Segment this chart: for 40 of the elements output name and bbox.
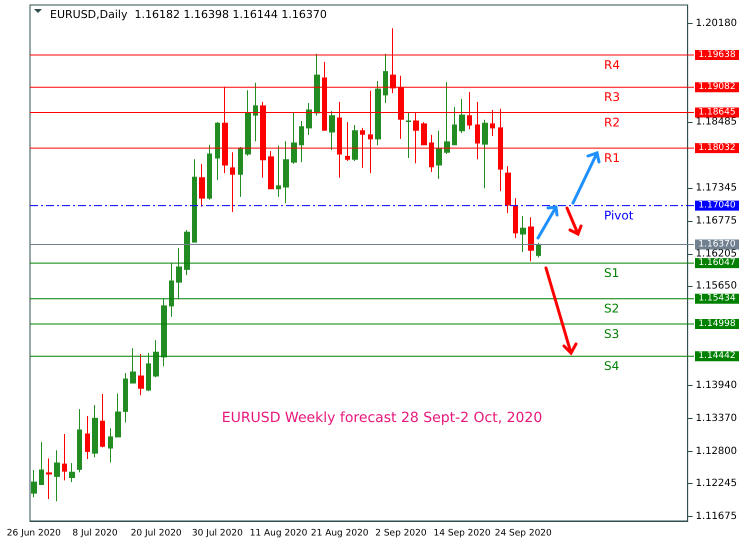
text: 1.18032: [698, 143, 736, 154]
x-tick-label: 30 Jul 2020: [192, 528, 244, 538]
y-tick-label: 1.18485: [696, 116, 738, 128]
text: 1.18645: [698, 108, 736, 118]
y-tick-label: 1.15650: [696, 280, 738, 292]
y-tick-label: 1.11675: [696, 511, 738, 522]
y-tick-label: 1.13370: [696, 412, 738, 424]
text: 1.17040: [698, 200, 736, 211]
x-tick-label: 21 Aug 2020: [310, 528, 369, 538]
ref-line-label: S2: [604, 302, 620, 316]
x-tick-label: 24 Sep 2020: [494, 528, 552, 538]
x-tick-label: 11 Aug 2020: [250, 528, 308, 538]
annotation: EURUSD Weekly forecast 28 Sept-2 Oct, 2020: [222, 410, 542, 426]
y-tick-label: 1.17345: [696, 182, 738, 194]
y-tick-label: 1.13940: [696, 380, 738, 391]
text: 1.19082: [698, 82, 736, 92]
x-tick-label: 8 Jul 2020: [72, 528, 118, 538]
text: 1.14998: [698, 318, 736, 329]
text: 1.14442: [698, 351, 736, 362]
chart-title: EURUSD,Daily 1.16182 1.16398 1.16144 1.16370: [50, 8, 327, 21]
x-tick-label: 2 Sep 2020: [375, 528, 427, 538]
y-tick-label: 1.12245: [696, 478, 738, 490]
ref-line-label: S3: [604, 326, 620, 341]
ref-line-label: R2: [604, 116, 620, 130]
ref-line-label: Pivot: [604, 208, 634, 223]
x-tick-label: 26 Jun 2020: [6, 528, 62, 538]
ref-line-label: S1: [604, 266, 620, 280]
ref-line-label: R1: [604, 151, 620, 166]
ref-line-label: R4: [604, 58, 620, 72]
text: 1.15434: [698, 294, 736, 304]
y-tick-label: 1.16775: [696, 215, 738, 226]
text: 1.16370: [698, 239, 736, 250]
text: 1.16047: [698, 258, 736, 268]
ref-line-label: S4: [604, 359, 620, 374]
x-tick-label: 14 Sep 2020: [434, 528, 491, 538]
x-tick-label: 20 Jul 2020: [130, 528, 182, 538]
text: 1.19638: [698, 50, 736, 60]
ref-line-label: R3: [604, 90, 620, 104]
y-tick-label: 1.20180: [696, 18, 738, 30]
y-tick-label: 1.12800: [696, 446, 738, 457]
